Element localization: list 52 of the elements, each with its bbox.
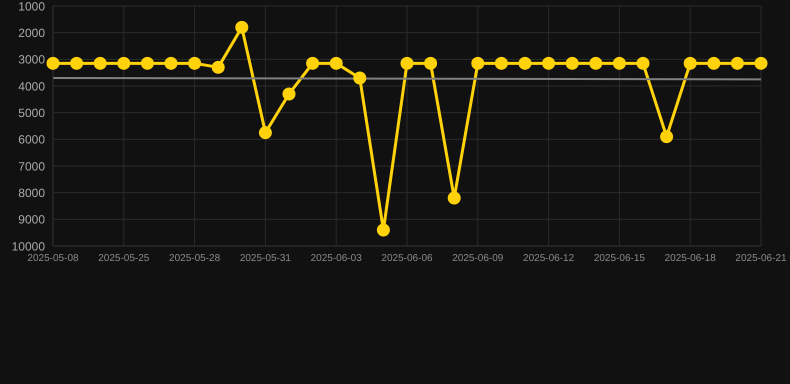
- y-tick-label: 2000: [18, 26, 46, 40]
- x-tick-label: 2025-06-06: [381, 253, 434, 264]
- x-tick-label: 2025-06-21: [735, 253, 788, 264]
- y-tick-label: 6000: [18, 132, 46, 147]
- y-tick-label: 7000: [18, 159, 46, 174]
- point: [94, 56, 107, 70]
- point: [542, 56, 556, 70]
- y-tick-label: 5000: [18, 106, 46, 120]
- y-tick-label: 4000: [18, 79, 46, 94]
- point: [117, 56, 130, 70]
- point: [140, 56, 154, 70]
- x-tick-label: 2025-06-12: [523, 253, 575, 264]
- point: [400, 56, 414, 70]
- x-tick-label: 2025-05-28: [169, 253, 221, 264]
- y-tick-label: 9000: [18, 212, 46, 227]
- x-tick-label: 2025-05-31: [240, 253, 292, 264]
- x-tick-label: 2025-06-03: [310, 253, 362, 264]
- point: [707, 56, 720, 70]
- point: [306, 56, 320, 70]
- y-tick-label: 8000: [18, 186, 46, 200]
- x-tick-label: 2025-06-15: [594, 253, 646, 264]
- point: [164, 56, 178, 70]
- point: [353, 72, 366, 84]
- point: [235, 20, 248, 34]
- x-tick-label: 2025-06-18: [664, 253, 716, 264]
- x-tick-label: 2025-05-25: [98, 253, 150, 264]
- point: [70, 56, 84, 70]
- point: [424, 56, 438, 70]
- point: [612, 56, 626, 70]
- point: [518, 56, 532, 70]
- point: [46, 56, 60, 70]
- point: [471, 56, 484, 70]
- point: [376, 224, 390, 236]
- point: [188, 56, 202, 70]
- point: [589, 56, 602, 70]
- point: [212, 60, 225, 74]
- y-tick-label: 1000: [18, 0, 46, 14]
- y-tick-label: 10000: [12, 239, 46, 254]
- y-tick-label: 3000: [18, 52, 46, 67]
- point: [684, 56, 697, 70]
- point: [660, 130, 674, 144]
- point: [330, 56, 343, 70]
- point: [448, 192, 461, 204]
- point: [636, 56, 650, 70]
- point: [282, 88, 296, 100]
- point: [754, 56, 768, 70]
- x-tick-label: 2025-05-08: [27, 253, 80, 264]
- x-tick-label: 2025-06-09: [452, 253, 504, 264]
- point: [258, 126, 272, 140]
- point: [494, 56, 508, 70]
- point: [566, 56, 579, 70]
- point: [730, 56, 744, 70]
